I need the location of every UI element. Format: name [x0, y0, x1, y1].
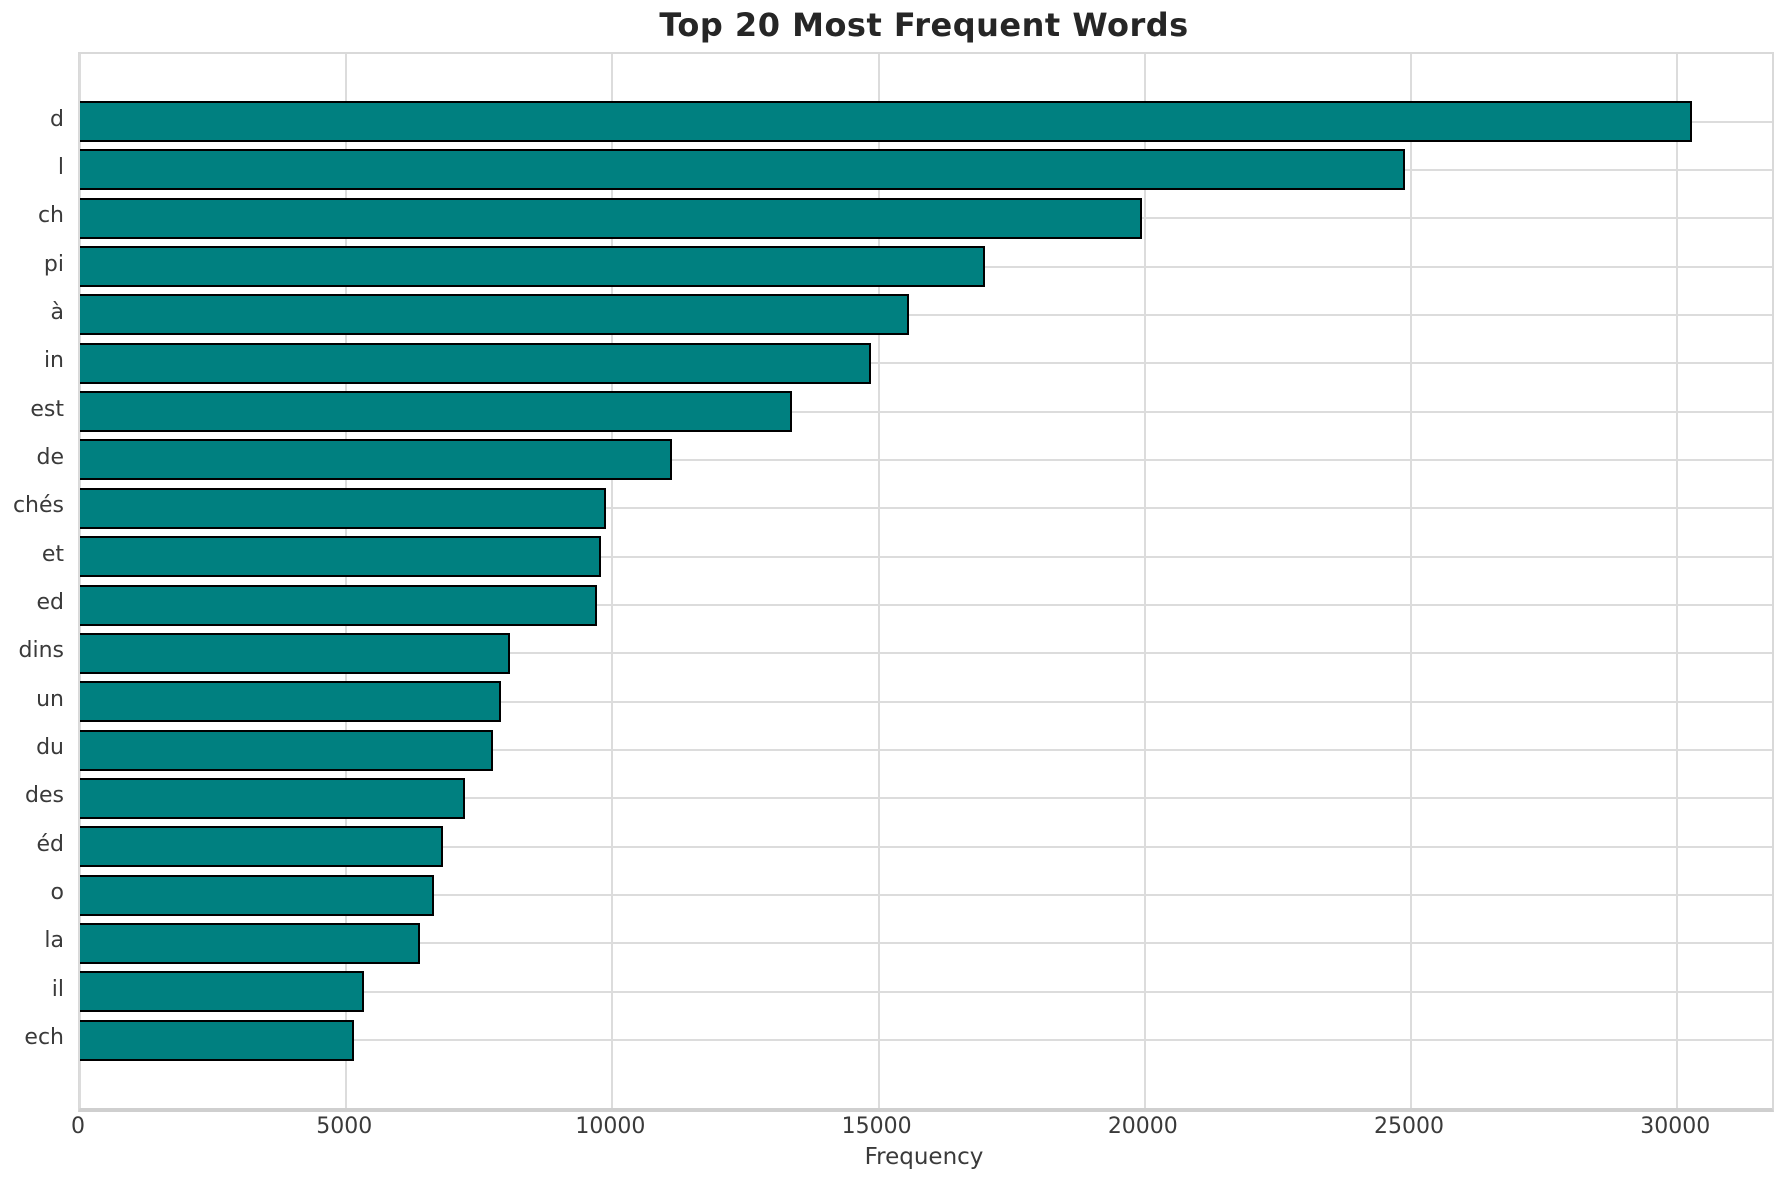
ytick-label-pi: pi — [43, 251, 64, 277]
ytick-label-dins: dins — [18, 638, 64, 664]
ytick-label-o: o — [50, 880, 64, 906]
x-gridline-0 — [79, 54, 81, 1108]
y-gridline-du — [80, 749, 1772, 752]
y-gridline-dins — [80, 652, 1772, 655]
bar-des — [80, 777, 465, 819]
x-gridline-5000 — [345, 54, 348, 1108]
ytick-label-et: et — [41, 541, 64, 567]
bar-ed — [80, 584, 598, 626]
y-gridline-chés — [80, 507, 1772, 510]
xtick-label-30000: 30000 — [1640, 1114, 1711, 1139]
bar-est — [80, 391, 793, 433]
ytick-label-l: l — [57, 154, 64, 180]
chart-title: Top 20 Most Frequent Words — [659, 6, 1189, 44]
ytick-label-in: in — [43, 348, 64, 374]
y-gridline-ed — [80, 604, 1772, 606]
bar-du — [80, 729, 494, 771]
xtick-label-0: 0 — [71, 1114, 85, 1139]
y-gridline-il — [80, 990, 1772, 993]
xtick-label-5000: 5000 — [316, 1114, 373, 1139]
xtick-label-10000: 10000 — [575, 1114, 646, 1139]
y-gridline-des — [80, 797, 1772, 800]
y-gridline-in — [80, 362, 1772, 365]
y-gridline-de — [80, 458, 1772, 461]
y-gridline-o — [80, 894, 1772, 897]
bar-in — [80, 342, 872, 384]
x-axis-title: Frequency — [864, 1144, 984, 1170]
ytick-label-un: un — [36, 686, 64, 712]
bar-éd — [80, 826, 444, 868]
ytick-label-est: est — [30, 396, 64, 422]
y-gridline-la — [80, 942, 1772, 945]
xtick-label-25000: 25000 — [1374, 1114, 1445, 1139]
ytick-label-de: de — [36, 444, 65, 470]
ytick-label-la: la — [44, 928, 64, 954]
x-gridline-15000 — [877, 54, 880, 1108]
plot-area — [78, 52, 1774, 1112]
ytick-label-éd: éd — [36, 831, 65, 857]
y-gridline-un — [80, 700, 1772, 703]
bar-dins — [80, 632, 510, 674]
bar-chés — [80, 487, 607, 529]
ytick-label-d: d — [50, 106, 64, 132]
y-gridline-et — [80, 555, 1772, 558]
bar-d — [80, 101, 1693, 142]
x-gridline-20000 — [1143, 54, 1146, 1108]
ytick-label-ech: ech — [24, 1025, 64, 1051]
bar-pi — [80, 246, 986, 288]
bar-et — [80, 536, 602, 578]
bar-o — [80, 874, 434, 916]
xtick-label-15000: 15000 — [841, 1114, 912, 1139]
bar-de — [80, 439, 672, 481]
x-gridline-25000 — [1410, 54, 1413, 1108]
ytick-label-ch: ch — [37, 203, 64, 229]
bar-ech — [80, 1019, 355, 1061]
y-gridline-éd — [80, 845, 1772, 848]
bar-il — [80, 971, 364, 1013]
bar-un — [80, 681, 501, 723]
bar-à — [80, 294, 910, 336]
ytick-label-chés: chés — [12, 493, 64, 519]
y-gridline-ech — [80, 1039, 1772, 1042]
xtick-label-20000: 20000 — [1107, 1114, 1178, 1139]
x-gridline-30000 — [1676, 54, 1679, 1108]
y-gridline-à — [80, 313, 1772, 316]
bar-l — [80, 149, 1406, 191]
ytick-label-il: il — [51, 976, 64, 1002]
x-gridline-10000 — [611, 54, 614, 1108]
ytick-label-ed: ed — [36, 590, 65, 615]
ytick-label-du: du — [36, 735, 64, 761]
bar-la — [80, 922, 420, 964]
y-gridline-est — [80, 410, 1772, 413]
bar-ch — [80, 197, 1142, 239]
ytick-label-à: à — [50, 299, 64, 325]
ytick-label-des: des — [25, 783, 64, 809]
